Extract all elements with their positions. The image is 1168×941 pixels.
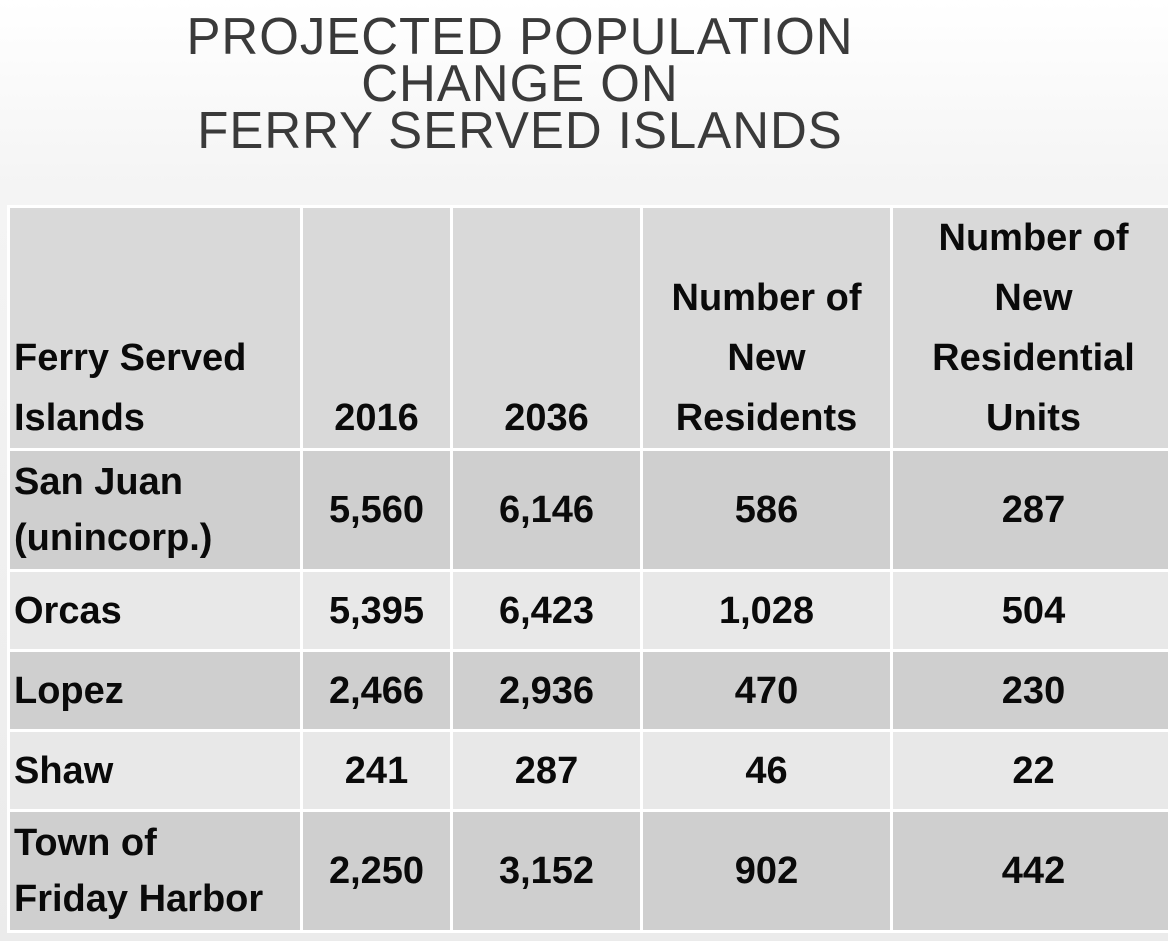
value-new-units: 22	[893, 732, 1168, 809]
header-text: Islands	[14, 397, 145, 439]
header-text: Residents	[675, 397, 858, 439]
value-new-units: 230	[893, 652, 1168, 729]
value-2036: 3,152	[453, 812, 640, 930]
island-name-text: San Juan	[14, 461, 183, 503]
header-new-units: Number of New Residential Units	[893, 208, 1168, 448]
header-text: Number of	[938, 217, 1129, 259]
title-line: CHANGE ON	[361, 55, 679, 113]
value-new-residents: 46	[643, 732, 890, 809]
table-row: Shaw 241 287 46 22	[10, 732, 1168, 809]
value-2016: 5,560	[303, 451, 450, 569]
value-new-residents: 470	[643, 652, 890, 729]
value-2036: 2,936	[453, 652, 640, 729]
header-text: New	[994, 277, 1073, 319]
value-2016: 5,395	[303, 572, 450, 649]
value-2016: 2,250	[303, 812, 450, 930]
island-name: Town of Friday Harbor	[10, 812, 300, 930]
header-text: Ferry Served	[14, 337, 247, 379]
title-line: FERRY SERVED ISLANDS	[197, 102, 843, 160]
header-text: Units	[986, 397, 1081, 439]
value-new-residents: 1,028	[643, 572, 890, 649]
island-name: San Juan (unincorp.)	[10, 451, 300, 569]
island-name-text: Town of	[14, 822, 157, 864]
value-2016: 2,466	[303, 652, 450, 729]
value-2036: 6,423	[453, 572, 640, 649]
value-new-units: 442	[893, 812, 1168, 930]
island-name-text: Friday Harbor	[14, 878, 264, 920]
value-2036: 287	[453, 732, 640, 809]
value-new-units: 504	[893, 572, 1168, 649]
value-2016: 241	[303, 732, 450, 809]
table-row: Orcas 5,395 6,423 1,028 504	[10, 572, 1168, 649]
value-new-residents: 586	[643, 451, 890, 569]
island-name: Orcas	[10, 572, 300, 649]
island-name-text: (unincorp.)	[14, 517, 213, 559]
header-2036: 2036	[453, 208, 640, 448]
population-table: Ferry Served Islands 2016 2036 Number of N…	[7, 205, 1168, 933]
header-new-residents: Number of New Residents	[643, 208, 890, 448]
table-row: Town of Friday Harbor 2,250 3,152 902 442	[10, 812, 1168, 930]
table-row: Lopez 2,466 2,936 470 230	[10, 652, 1168, 729]
table-row: San Juan (unincorp.) 5,560 6,146 586 287	[10, 451, 1168, 569]
value-2036: 6,146	[453, 451, 640, 569]
value-new-residents: 902	[643, 812, 890, 930]
island-name: Lopez	[10, 652, 300, 729]
header-islands: Ferry Served Islands	[10, 208, 300, 448]
value-new-units: 287	[893, 451, 1168, 569]
header-text: Residential	[932, 337, 1135, 379]
header-row: Ferry Served Islands 2016 2036 Number of N…	[10, 208, 1168, 448]
title-line: PROJECTED POPULATION	[186, 8, 854, 66]
header-text: Number of	[671, 277, 862, 319]
header-2016: 2016	[303, 208, 450, 448]
island-name: Shaw	[10, 732, 300, 809]
slide-title: PROJECTED POPULATION CHANGE ON FERRY SER…	[0, 8, 1040, 160]
header-text: New	[727, 337, 806, 379]
